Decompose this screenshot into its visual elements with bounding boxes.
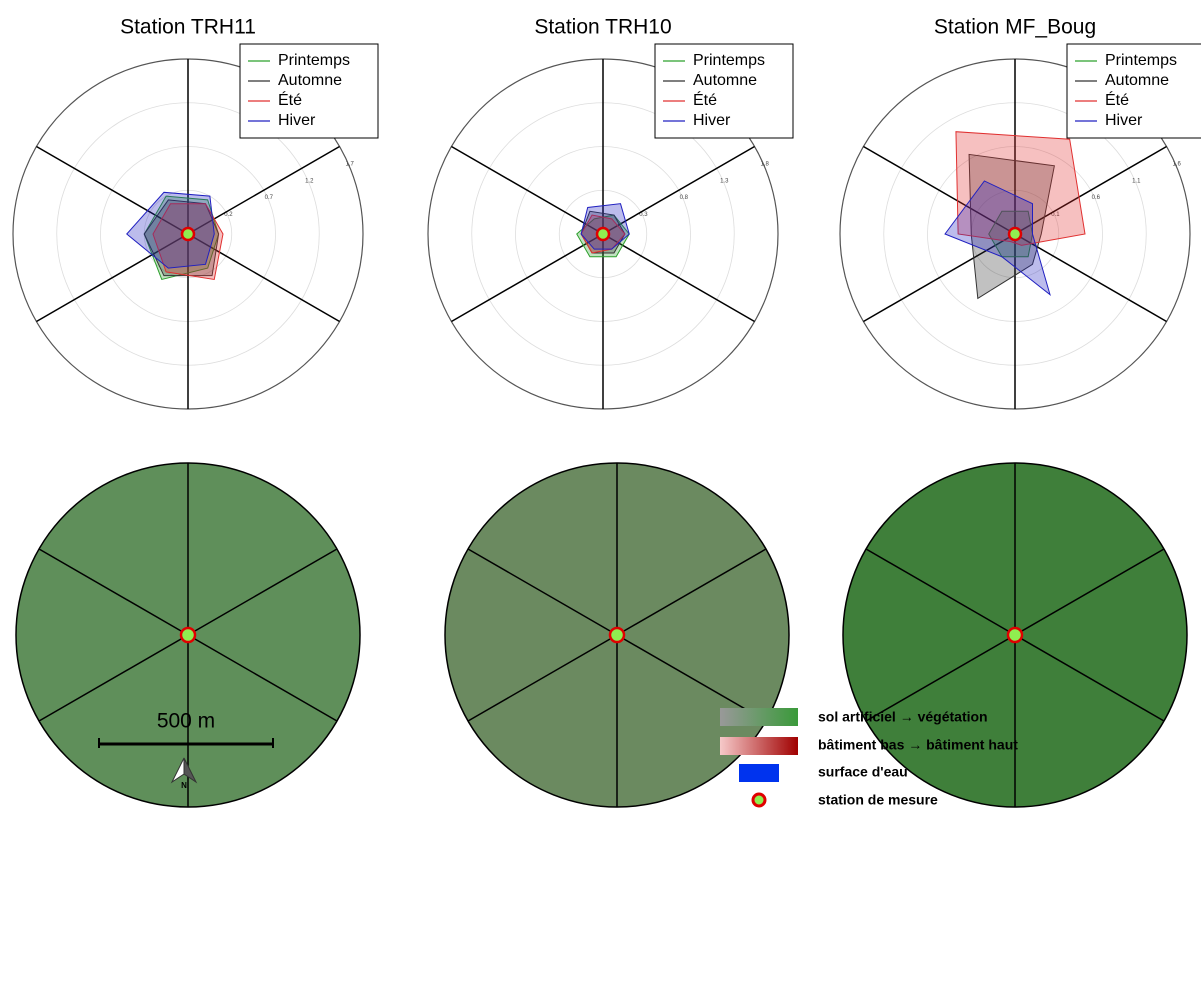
legend-label: Été	[693, 90, 717, 109]
sector-line	[602, 233, 755, 323]
sector-line	[451, 233, 604, 323]
r-tick-label: 0.7	[265, 195, 274, 201]
legend-text: surface d'eau	[818, 764, 908, 780]
r-tick-label: 1.6	[1173, 162, 1182, 168]
radar-chart: Station TRH11 0.2 0.7 1.2 1.7 Printemps Automn…	[12, 16, 379, 410]
swatch	[751, 792, 767, 808]
maps	[15, 462, 1188, 808]
legend-box	[239, 43, 379, 139]
legend-text: station de mesure	[818, 792, 938, 808]
map-sector-line	[187, 634, 338, 722]
r-tick-label: 0.6	[1092, 195, 1101, 201]
sector-line	[1014, 145, 1167, 235]
station-marker	[595, 226, 611, 242]
map-sector-line	[467, 634, 618, 722]
chart-title: Station TRH10	[534, 16, 671, 39]
legend-label: Hiver	[693, 112, 731, 129]
station-marker	[1007, 226, 1023, 242]
map	[842, 462, 1188, 808]
legend-box	[654, 43, 794, 139]
map-sector-line	[187, 548, 338, 636]
sector-line	[451, 145, 604, 235]
map-sector-line	[1014, 634, 1165, 722]
sector-line	[863, 233, 1016, 323]
map-sector-line	[467, 548, 618, 636]
chart-title: Station TRH11	[120, 16, 256, 39]
r-tick-label: 0.3	[639, 212, 648, 218]
map-station	[1006, 626, 1024, 644]
series-area	[580, 203, 630, 250]
map-sector-line	[1014, 548, 1165, 636]
legend-label: Automne	[693, 72, 757, 89]
swatch	[720, 737, 798, 755]
map-sector-line	[616, 634, 767, 722]
sector-line	[1014, 233, 1167, 323]
legend-label: Hiver	[1105, 112, 1143, 129]
r-tick-label: 1.3	[720, 178, 729, 184]
sector-line	[863, 145, 1016, 235]
arrow-right	[183, 757, 198, 784]
radar-chart: Station TRH10 0.3 0.8 1.3 1.8 Printemps Automn…	[427, 16, 794, 410]
legend-text: sol artificiel → végétation	[818, 709, 988, 725]
series-area	[152, 203, 224, 281]
scale-bar: 500 m	[98, 710, 274, 748]
station-marker	[180, 226, 196, 242]
map-sector-line	[865, 634, 1016, 722]
r-tick-label: 1.7	[346, 162, 355, 168]
series-area	[968, 153, 1055, 300]
swatch	[739, 764, 779, 782]
series-area	[126, 191, 215, 269]
legend-label: Printemps	[693, 52, 765, 69]
map	[444, 462, 790, 808]
map-station	[179, 626, 197, 644]
r-tick-label: 0.2	[224, 212, 233, 218]
map-sector-line	[865, 548, 1016, 636]
legend-text: bâtiment bas → bâtiment haut	[818, 737, 1018, 753]
legend-label: Été	[1105, 90, 1129, 109]
legend-label: Automne	[1105, 72, 1169, 89]
series-area	[955, 131, 1086, 246]
r-tick-label: 1.8	[761, 162, 770, 168]
charts: Station TRH11 0.2 0.7 1.2 1.7 Printemps Automn…	[12, 16, 1201, 410]
r-tick-label: 0.8	[680, 195, 689, 201]
sector-line	[187, 233, 340, 323]
radar-chart: Station MF_Boug 0.1 0.6 1.1 1.6 Printemps Auto…	[839, 16, 1201, 410]
sector-line	[36, 233, 189, 323]
legend-label: Printemps	[1105, 52, 1177, 69]
r-tick-label: 0.1	[1051, 212, 1060, 218]
map-sector-line	[38, 634, 189, 722]
legend-box	[1066, 43, 1201, 139]
r-tick-label: 1.2	[305, 178, 314, 184]
r-tick-label: 1.1	[1132, 178, 1141, 184]
north-label: N	[181, 781, 187, 790]
legend-label: Été	[278, 90, 302, 109]
map-sector-line	[616, 548, 767, 636]
swatch	[720, 708, 798, 726]
legend-label: Automne	[278, 72, 342, 89]
series-area	[143, 199, 220, 277]
map-legend: sol artificiel → végétation bâtiment bas…	[720, 708, 1018, 808]
map-station	[608, 626, 626, 644]
series-area	[944, 180, 1051, 296]
sector-line	[602, 145, 755, 235]
chart-title: Station MF_Boug	[934, 16, 1096, 39]
scale-label: 500 m	[157, 710, 215, 733]
map	[15, 462, 361, 808]
map-sector-line	[38, 548, 189, 636]
north-arrow: N	[170, 757, 198, 790]
sector-line	[36, 145, 189, 235]
sector-line	[187, 145, 340, 235]
legend-label: Hiver	[278, 112, 316, 129]
legend-label: Printemps	[278, 52, 350, 69]
